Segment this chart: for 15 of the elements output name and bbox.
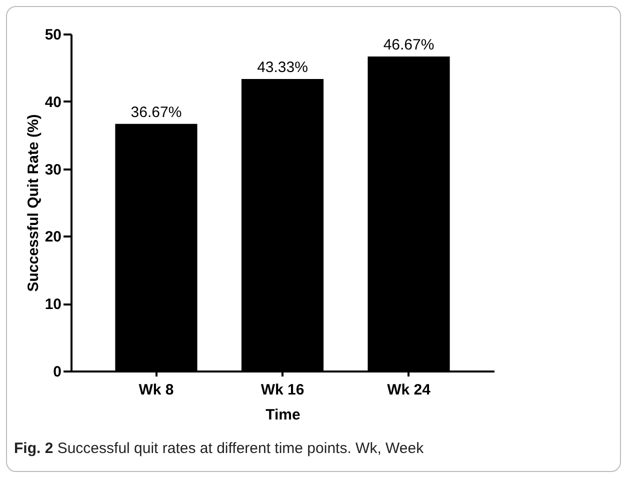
caption: Fig. 2 Successful quit rates at different time points. Wk, Week — [14, 440, 424, 457]
y-tick-label: 30 — [44, 161, 62, 178]
x-axis-title: Time — [266, 406, 300, 424]
y-tick-label: 0 — [53, 364, 62, 380]
x-tick-label: Wk 24 — [387, 382, 432, 398]
y-tick-label: 20 — [44, 228, 62, 246]
y-axis-title: Successful Quit Rate (%) — [24, 114, 42, 292]
y-tick-label: 10 — [44, 296, 62, 314]
y-tick-label: 50 — [44, 26, 62, 44]
x-tick-label: Wk 8 — [138, 382, 174, 398]
data-label: 36.67% — [130, 104, 182, 121]
data-label: 43.33% — [257, 58, 308, 76]
data-label: 46.67% — [383, 36, 434, 54]
y-tick-label: 40 — [44, 94, 62, 111]
x-tick-label: Wk 16 — [260, 382, 304, 398]
